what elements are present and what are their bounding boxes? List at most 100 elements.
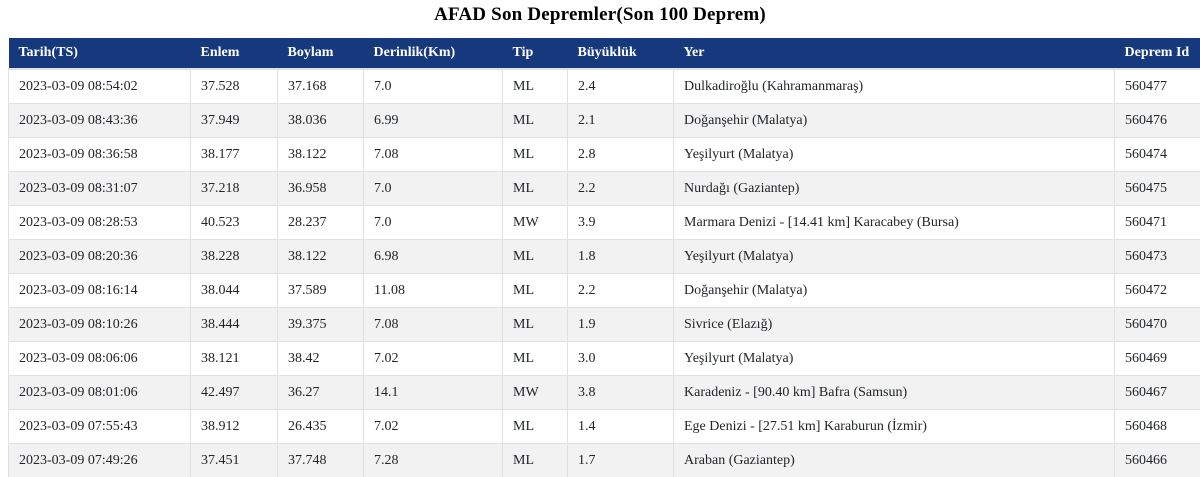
cell-tip: ML: [502, 137, 568, 172]
cell-yer: Ege Denizi - [27.51 km] Karaburun (İzmir…: [673, 409, 1115, 444]
cell-derinlik: 7.28: [363, 443, 503, 477]
cell-boylam: 37.748: [277, 443, 364, 477]
cell-derinlik: 6.98: [363, 239, 503, 274]
cell-buyukluk: 2.4: [567, 68, 674, 104]
table-row: 2023-03-09 08:36:58 38.177 38.122 7.08 ML 2.8…: [8, 137, 1200, 172]
cell-boylam: 36.27: [277, 375, 364, 410]
cell-enlem: 38.444: [190, 307, 278, 342]
cell-enlem: 40.523: [190, 205, 278, 240]
cell-boylam: 37.589: [277, 273, 364, 308]
cell-tarih: 2023-03-09 08:31:07: [8, 171, 191, 206]
table-row: 2023-03-09 08:01:06 42.497 36.27 14.1 MW 3.8 K…: [8, 375, 1200, 410]
table-row: 2023-03-09 08:43:36 37.949 38.036 6.99 ML 2.1…: [8, 103, 1200, 138]
cell-tip: ML: [502, 341, 568, 376]
column-header-yer: Yer: [673, 38, 1115, 70]
cell-tip: MW: [502, 205, 568, 240]
cell-tarih: 2023-03-09 08:06:06: [8, 341, 191, 376]
cell-yer: Karadeniz - [90.40 km] Bafra (Samsun): [673, 375, 1115, 410]
cell-buyukluk: 3.9: [567, 205, 674, 240]
cell-deprem-id: 560475: [1114, 171, 1200, 206]
cell-enlem: 38.121: [190, 341, 278, 376]
cell-deprem-id: 560472: [1114, 273, 1200, 308]
cell-tarih: 2023-03-09 08:20:36: [8, 239, 191, 274]
column-header-derinlik: Derinlik(Km): [363, 38, 503, 70]
cell-deprem-id: 560467: [1114, 375, 1200, 410]
column-header-tarih: Tarih(TS): [8, 38, 191, 70]
page-title: AFAD Son Depremler(Son 100 Deprem): [434, 4, 766, 25]
cell-buyukluk: 2.8: [567, 137, 674, 172]
cell-deprem-id: 560477: [1114, 68, 1200, 104]
table-row: 2023-03-09 08:16:14 38.044 37.589 11.08 ML 2.…: [8, 273, 1200, 308]
cell-boylam: 28.237: [277, 205, 364, 240]
table-row: 2023-03-09 07:55:43 38.912 26.435 7.02 ML 1.4…: [8, 409, 1200, 444]
cell-enlem: 38.912: [190, 409, 278, 444]
cell-deprem-id: 560471: [1114, 205, 1200, 240]
cell-buyukluk: 1.7: [567, 443, 674, 477]
cell-tarih: 2023-03-09 08:54:02: [8, 68, 191, 104]
cell-enlem: 38.228: [190, 239, 278, 274]
cell-tip: ML: [502, 239, 568, 274]
cell-tarih: 2023-03-09 08:28:53: [8, 205, 191, 240]
column-header-tip: Tip: [502, 38, 568, 70]
earthquake-table: Tarih(TS) Enlem Boylam Derinlik(Km) Tip …: [8, 38, 1200, 477]
column-header-deprem-id: Deprem Id: [1114, 38, 1200, 70]
cell-buyukluk: 2.1: [567, 103, 674, 138]
cell-tarih: 2023-03-09 08:43:36: [8, 103, 191, 138]
cell-deprem-id: 560469: [1114, 341, 1200, 376]
cell-yer: Yeşilyurt (Malatya): [673, 137, 1115, 172]
table-row: 2023-03-09 08:20:36 38.228 38.122 6.98 ML 1.8…: [8, 239, 1200, 274]
table-row: 2023-03-09 08:06:06 38.121 38.42 7.02 ML 3.0 Y…: [8, 341, 1200, 376]
cell-tip: ML: [502, 171, 568, 206]
cell-enlem: 42.497: [190, 375, 278, 410]
cell-yer: Yeşilyurt (Malatya): [673, 239, 1115, 274]
cell-buyukluk: 3.8: [567, 375, 674, 410]
column-header-buyukluk: Büyüklük: [567, 38, 674, 70]
cell-deprem-id: 560474: [1114, 137, 1200, 172]
cell-yer: Marmara Denizi - [14.41 km] Karacabey (B…: [673, 205, 1115, 240]
cell-yer: Sivrice (Elazığ): [673, 307, 1115, 342]
cell-deprem-id: 560468: [1114, 409, 1200, 444]
table-header-row: Tarih(TS) Enlem Boylam Derinlik(Km) Tip …: [8, 38, 1200, 70]
cell-tip: ML: [502, 103, 568, 138]
cell-boylam: 38.122: [277, 239, 364, 274]
cell-derinlik: 7.0: [363, 205, 503, 240]
table-row: 2023-03-09 08:54:02 37.528 37.168 7.0 ML 2.4 D…: [8, 68, 1200, 104]
cell-buyukluk: 2.2: [567, 171, 674, 206]
cell-enlem: 38.044: [190, 273, 278, 308]
cell-tarih: 2023-03-09 08:36:58: [8, 137, 191, 172]
cell-yer: Yeşilyurt (Malatya): [673, 341, 1115, 376]
column-header-boylam: Boylam: [277, 38, 364, 70]
cell-derinlik: 7.08: [363, 137, 503, 172]
cell-buyukluk: 3.0: [567, 341, 674, 376]
cell-boylam: 36.958: [277, 171, 364, 206]
cell-boylam: 38.122: [277, 137, 364, 172]
cell-enlem: 37.218: [190, 171, 278, 206]
cell-enlem: 37.451: [190, 443, 278, 477]
cell-derinlik: 7.02: [363, 409, 503, 444]
cell-boylam: 38.42: [277, 341, 364, 376]
cell-derinlik: 6.99: [363, 103, 503, 138]
cell-boylam: 26.435: [277, 409, 364, 444]
column-header-enlem: Enlem: [190, 38, 278, 70]
cell-derinlik: 7.08: [363, 307, 503, 342]
cell-tip: ML: [502, 307, 568, 342]
cell-derinlik: 7.02: [363, 341, 503, 376]
cell-tip: ML: [502, 409, 568, 444]
cell-buyukluk: 2.2: [567, 273, 674, 308]
cell-tarih: 2023-03-09 08:10:26: [8, 307, 191, 342]
cell-derinlik: 7.0: [363, 68, 503, 104]
cell-yer: Doğanşehir (Malatya): [673, 273, 1115, 308]
cell-tip: MW: [502, 375, 568, 410]
cell-enlem: 37.528: [190, 68, 278, 104]
cell-enlem: 38.177: [190, 137, 278, 172]
cell-deprem-id: 560466: [1114, 443, 1200, 477]
cell-derinlik: 11.08: [363, 273, 503, 308]
cell-tarih: 2023-03-09 07:55:43: [8, 409, 191, 444]
cell-deprem-id: 560476: [1114, 103, 1200, 138]
table-body: 2023-03-09 08:54:02 37.528 37.168 7.0 ML 2.4 D…: [8, 68, 1200, 477]
cell-tip: ML: [502, 443, 568, 477]
table-header: Tarih(TS) Enlem Boylam Derinlik(Km) Tip …: [8, 38, 1200, 70]
cell-tarih: 2023-03-09 08:16:14: [8, 273, 191, 308]
cell-yer: Doğanşehir (Malatya): [673, 103, 1115, 138]
cell-boylam: 37.168: [277, 68, 364, 104]
